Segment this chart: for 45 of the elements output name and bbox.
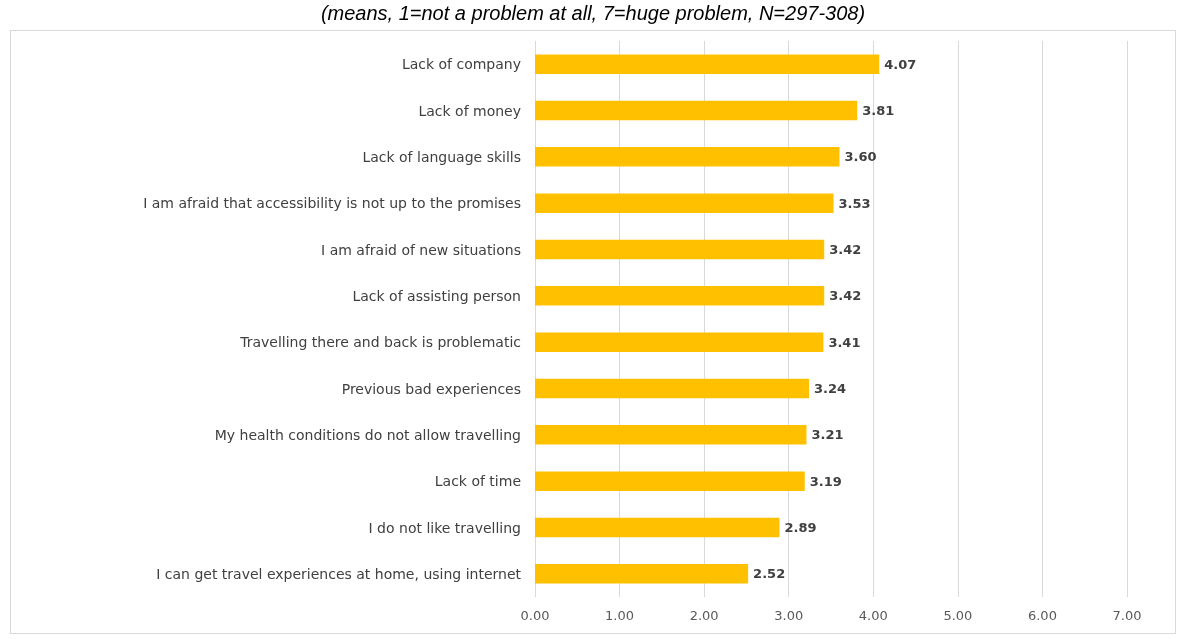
- data-label: 4.07: [884, 56, 917, 72]
- bar: [535, 517, 780, 538]
- y-tick-label: I do not like travelling: [368, 519, 521, 536]
- bar: [535, 425, 807, 445]
- y-tick-label: Lack of company: [401, 56, 521, 73]
- bar: [535, 54, 880, 74]
- bar: [535, 193, 834, 213]
- data-label: 3.41: [828, 334, 861, 350]
- bar: [535, 471, 805, 491]
- y-tick-label: My health conditions do not allow travelling: [214, 426, 521, 443]
- data-label: 3.19: [809, 473, 842, 489]
- y-tick-label: Lack of money: [418, 102, 521, 119]
- bar: [535, 239, 825, 260]
- y-tick-label: I am afraid of new situations: [321, 241, 521, 258]
- y-tick-label: Lack of time: [434, 473, 521, 490]
- x-tick-label: 3.00: [774, 608, 804, 623]
- y-tick-label: I am afraid that accessibility is not up to the promises: [143, 195, 521, 212]
- y-tick-label: Lack of assisting person: [352, 287, 521, 304]
- bar: [535, 378, 810, 399]
- y-tick-label: Travelling there and back is problematic: [239, 334, 521, 351]
- bar: [535, 147, 840, 167]
- bar: [535, 564, 749, 584]
- x-tick-label: 6.00: [1027, 608, 1057, 623]
- data-label: 2.52: [753, 566, 786, 582]
- x-tick-label: 5.00: [943, 608, 973, 623]
- data-label: 3.24: [814, 381, 847, 396]
- data-label: 3.53: [838, 195, 871, 211]
- x-tick-label: 1.00: [605, 608, 635, 623]
- bar: [535, 100, 858, 121]
- chart-subtitle: (means, 1=not a problem at all, 7=huge problem, N=297-308): [319, 2, 867, 25]
- x-tick-label: 4.00: [858, 608, 888, 623]
- x-tick-label: 0.00: [520, 608, 550, 623]
- data-label: 3.42: [829, 288, 862, 304]
- y-tick-label: Lack of language skills: [362, 148, 521, 165]
- data-label: 3.60: [844, 149, 877, 165]
- data-label: 2.89: [784, 520, 817, 535]
- y-tick-label: I can get travel experiences at home, using internet: [156, 565, 522, 582]
- x-tick-label: 7.00: [1112, 608, 1142, 623]
- data-label: 3.81: [862, 103, 895, 118]
- x-tick-label: 2.00: [689, 608, 719, 623]
- bar: [535, 332, 824, 352]
- data-label: 3.42: [829, 242, 862, 257]
- data-label: 3.21: [811, 427, 844, 443]
- bar: [535, 286, 825, 306]
- y-tick-label: Previous bad experiences: [341, 380, 521, 397]
